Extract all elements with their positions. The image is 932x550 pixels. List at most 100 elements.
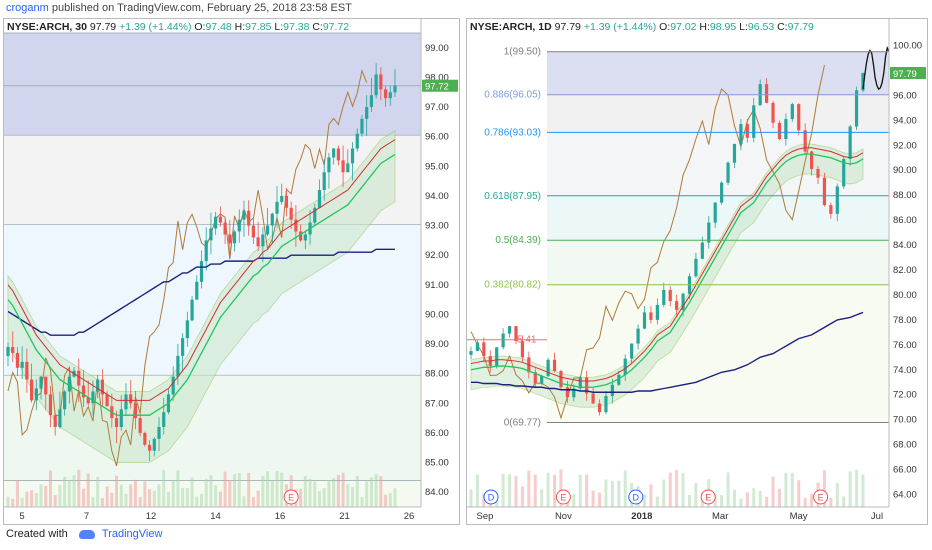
left-candle xyxy=(209,228,213,241)
left-legend-symbol: NYSE:ARCH, 30 xyxy=(7,21,87,33)
right-candle xyxy=(816,168,820,178)
right-volume-bar xyxy=(655,496,659,507)
right-candle xyxy=(591,393,595,404)
left-y-tick-label: 92.00 xyxy=(425,250,449,261)
right-legend-h-label: H: xyxy=(699,21,710,33)
left-y-tick-label: 97.00 xyxy=(425,102,449,113)
left-candle xyxy=(181,338,185,356)
left-candle xyxy=(317,190,322,208)
left-candle xyxy=(261,234,265,247)
tradingview-link[interactable]: TradingView xyxy=(101,528,163,540)
left-volume-bar xyxy=(336,474,340,507)
left-volume-bar xyxy=(20,497,24,507)
right-volume-bar xyxy=(527,470,531,507)
right-chart-canvas[interactable]: 1(99.50) 0.886(96.05) 0.786(93.03) 0.618(87… xyxy=(467,19,927,524)
right-volume-bar xyxy=(668,472,672,507)
right-volume-bar xyxy=(758,490,762,507)
left-volume-bar xyxy=(77,469,81,507)
left-volume-bar xyxy=(63,476,67,507)
left-y-tick-label: 86.00 xyxy=(425,428,449,439)
left-volume-bar xyxy=(266,471,270,507)
left-volume-bar xyxy=(223,471,227,507)
left-volume-bar xyxy=(351,486,355,507)
left-candle xyxy=(6,347,10,356)
left-candle xyxy=(190,299,194,321)
right-x-tick-label: Sep xyxy=(477,511,494,522)
right-projection-path xyxy=(862,45,890,91)
left-volume-bar xyxy=(270,480,274,507)
right-volume-bar xyxy=(855,469,859,507)
right-candle xyxy=(495,347,499,367)
right-candle xyxy=(694,258,698,277)
left-x-tick-label: 26 xyxy=(404,511,415,522)
right-volume-bar xyxy=(649,484,653,507)
right-candle xyxy=(630,343,634,359)
left-volume-bar xyxy=(218,491,222,507)
right-legend-close: 97.79 xyxy=(787,21,814,33)
author-link[interactable]: croganm xyxy=(6,2,49,14)
right-candle xyxy=(842,158,846,187)
left-legend-o-label: O: xyxy=(194,21,206,33)
right-y-tick-label: 82.00 xyxy=(893,265,917,276)
left-volume-bar xyxy=(138,497,142,507)
right-y-tick-label: 78.00 xyxy=(893,315,917,326)
left-x-tick-label: 7 xyxy=(84,511,89,522)
left-candle xyxy=(232,231,237,244)
right-candle xyxy=(623,358,627,375)
left-candle xyxy=(171,376,175,395)
left-chart-canvas[interactable]: 84.00 85.00 86.00 87.00 88.00 89.00 90.00 91.00… xyxy=(4,19,459,524)
left-candle xyxy=(195,281,199,300)
left-candle xyxy=(11,347,15,353)
left-volume-bar xyxy=(200,493,203,507)
right-chart-panel[interactable]: NYSE:ARCH, 1D 97.79 +1.39 (+1.44%) O:97.… xyxy=(466,18,928,525)
right-volume-bar xyxy=(501,473,505,507)
right-price-badge xyxy=(890,67,926,80)
right-event-label: D xyxy=(633,493,640,503)
left-volume-bar xyxy=(299,488,303,507)
left-x-tick-label: 5 xyxy=(19,511,24,522)
right-volume-bar xyxy=(623,470,627,507)
left-candle xyxy=(53,415,57,428)
left-volume-bar xyxy=(388,493,392,507)
left-candle xyxy=(114,418,119,428)
left-candle xyxy=(105,394,109,407)
right-event-marker xyxy=(555,489,571,505)
right-volume-bar xyxy=(790,472,794,507)
left-candle xyxy=(322,172,326,191)
right-y-tick-label: 72.00 xyxy=(893,390,917,401)
right-legend-open: 97.02 xyxy=(670,21,697,33)
left-volume-bar xyxy=(303,476,307,507)
right-volume-bar xyxy=(662,479,666,507)
left-volume-bar xyxy=(171,480,175,507)
left-volume-bar xyxy=(105,486,109,507)
right-volume-bar xyxy=(572,494,576,507)
left-candle xyxy=(39,376,43,389)
right-x-tick-label: May xyxy=(790,511,808,522)
left-y-tick-label: 90.00 xyxy=(425,309,449,320)
right-y-tick-label: 64.00 xyxy=(893,490,917,501)
left-volume-bar xyxy=(39,484,43,507)
right-candle xyxy=(726,162,730,183)
right-candle xyxy=(822,177,827,206)
right-fib-zone xyxy=(547,51,889,95)
left-volume-bar xyxy=(44,485,48,507)
left-volume-bar xyxy=(275,471,279,507)
left-volume-bar xyxy=(86,473,90,507)
left-ma-red-line xyxy=(7,139,396,401)
left-candle xyxy=(265,225,270,235)
right-candle xyxy=(739,124,743,145)
left-volume-bar xyxy=(209,475,213,507)
right-candle xyxy=(803,130,807,152)
left-candle xyxy=(218,216,222,223)
left-volume-bar xyxy=(190,477,194,507)
right-volume-bar xyxy=(482,493,486,507)
right-candle xyxy=(578,377,582,389)
left-volume-bar xyxy=(96,477,100,507)
right-volume-bar xyxy=(771,476,775,507)
left-volume-bar xyxy=(72,475,76,507)
right-candle xyxy=(707,222,711,243)
left-ma-50-line xyxy=(7,153,396,416)
left-candle xyxy=(341,160,345,173)
right-volume-bar xyxy=(469,489,473,507)
left-chart-panel[interactable]: NYSE:ARCH, 30 97.79 +1.39 (+1.44%) O:97.… xyxy=(3,18,460,525)
